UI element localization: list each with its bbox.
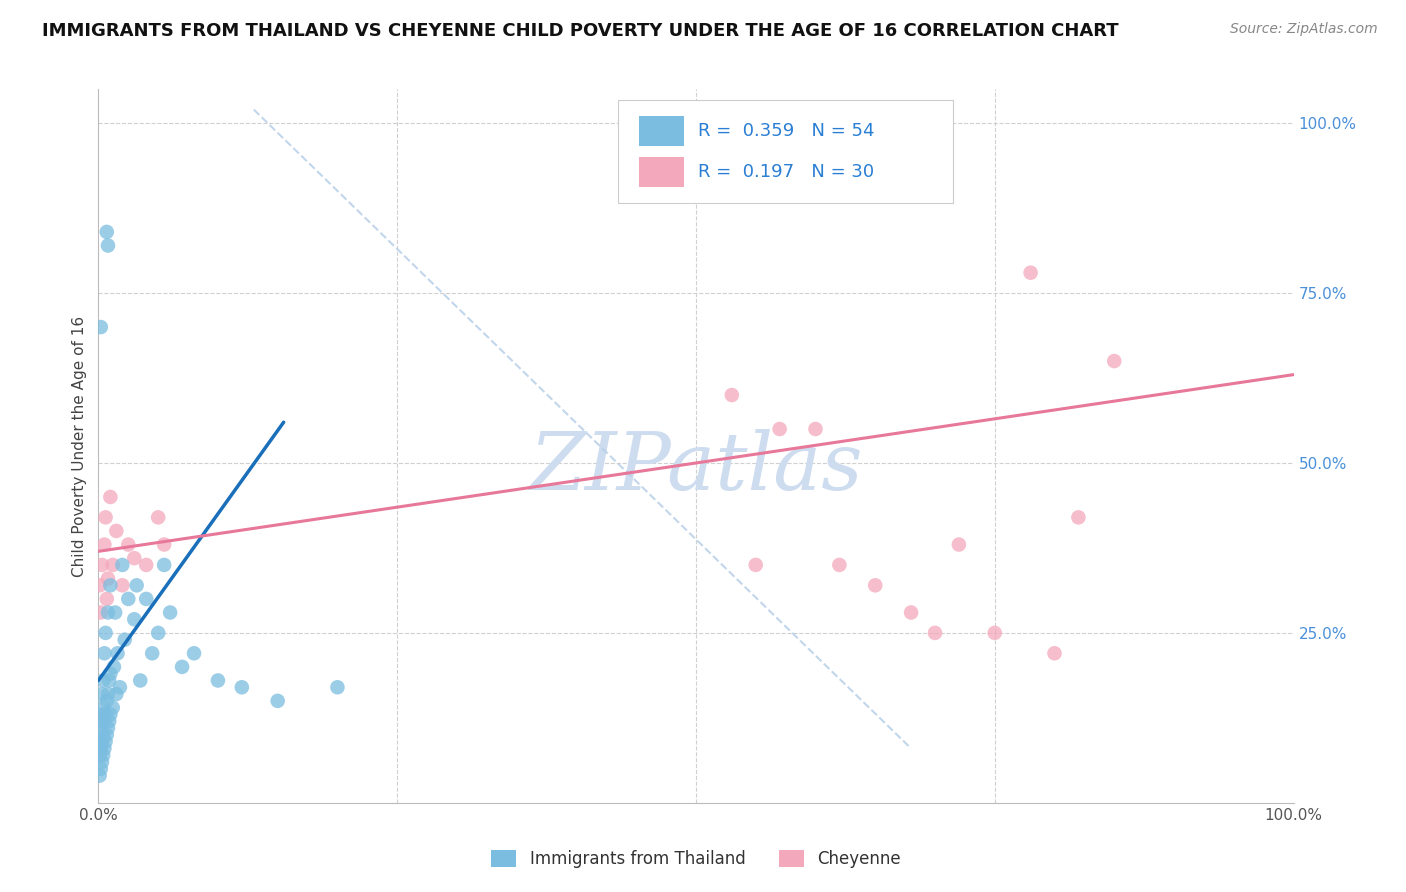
Point — [768, 422, 790, 436]
Point — [117, 537, 139, 551]
Point — [924, 626, 946, 640]
Point — [948, 537, 970, 551]
Point — [101, 700, 124, 714]
Point — [91, 755, 114, 769]
Point — [89, 748, 111, 763]
Point — [91, 707, 114, 722]
Point — [90, 741, 112, 756]
Point — [98, 578, 122, 592]
Point — [104, 606, 127, 620]
Point — [111, 558, 134, 572]
Point — [96, 694, 118, 708]
Point — [129, 673, 152, 688]
Text: R =  0.197   N = 30: R = 0.197 N = 30 — [699, 163, 875, 181]
Point — [96, 225, 118, 239]
Point — [107, 646, 129, 660]
Point — [97, 606, 120, 620]
Point — [117, 591, 139, 606]
Point — [183, 646, 205, 660]
Point — [153, 537, 176, 551]
Point — [135, 558, 157, 572]
Text: Source: ZipAtlas.com: Source: ZipAtlas.com — [1230, 22, 1378, 37]
Point — [148, 510, 170, 524]
Point — [98, 490, 122, 504]
Point — [1067, 510, 1090, 524]
Point — [148, 626, 170, 640]
Point — [94, 510, 117, 524]
Point — [108, 680, 131, 694]
Point — [1043, 646, 1066, 660]
Point — [91, 558, 114, 572]
Point — [114, 632, 136, 647]
Point — [103, 660, 125, 674]
Point — [91, 687, 114, 701]
Point — [97, 572, 120, 586]
Point — [91, 748, 114, 763]
Point — [125, 578, 148, 592]
Point — [153, 558, 176, 572]
Point — [93, 741, 115, 756]
Point — [135, 591, 157, 606]
Point — [98, 714, 121, 729]
FancyBboxPatch shape — [619, 100, 953, 203]
Point — [96, 728, 118, 742]
Point — [96, 591, 118, 606]
Point — [1019, 266, 1042, 280]
Point — [124, 551, 146, 566]
Text: ZIPatlas: ZIPatlas — [529, 429, 863, 506]
Point — [98, 666, 122, 681]
FancyBboxPatch shape — [638, 157, 685, 187]
Point — [97, 721, 120, 735]
Legend: Immigrants from Thailand, Cheyenne: Immigrants from Thailand, Cheyenne — [482, 842, 910, 877]
Point — [90, 320, 112, 334]
Point — [89, 721, 111, 735]
Point — [94, 734, 117, 748]
Point — [91, 734, 114, 748]
Y-axis label: Child Poverty Under the Age of 16: Child Poverty Under the Age of 16 — [72, 316, 87, 576]
Point — [863, 578, 887, 592]
FancyBboxPatch shape — [638, 116, 685, 146]
Point — [172, 660, 194, 674]
Point — [326, 680, 349, 694]
Point — [111, 578, 134, 592]
Point — [231, 680, 253, 694]
Point — [745, 558, 768, 572]
Point — [207, 673, 229, 688]
Point — [93, 646, 115, 660]
Point — [1102, 354, 1125, 368]
Point — [90, 762, 112, 776]
Point — [91, 728, 114, 742]
Text: R =  0.359   N = 54: R = 0.359 N = 54 — [699, 122, 875, 140]
Point — [721, 388, 744, 402]
Point — [804, 422, 827, 436]
Point — [159, 606, 181, 620]
Point — [90, 714, 112, 729]
Point — [105, 687, 128, 701]
Point — [97, 238, 120, 252]
Point — [828, 558, 851, 572]
Point — [984, 626, 1007, 640]
Text: IMMIGRANTS FROM THAILAND VS CHEYENNE CHILD POVERTY UNDER THE AGE OF 16 CORRELATI: IMMIGRANTS FROM THAILAND VS CHEYENNE CHI… — [42, 22, 1119, 40]
Point — [98, 707, 122, 722]
Point — [91, 673, 114, 688]
Point — [93, 537, 115, 551]
Point — [101, 558, 124, 572]
Point — [89, 578, 111, 592]
Point — [94, 707, 117, 722]
Point — [89, 769, 111, 783]
Point — [93, 714, 115, 729]
Point — [91, 700, 114, 714]
Point — [124, 612, 146, 626]
Point — [141, 646, 163, 660]
Point — [267, 694, 290, 708]
Point — [105, 524, 128, 538]
Point — [97, 687, 120, 701]
Point — [98, 673, 121, 688]
Point — [90, 606, 112, 620]
Point — [94, 626, 117, 640]
Point — [900, 606, 922, 620]
Point — [89, 734, 111, 748]
